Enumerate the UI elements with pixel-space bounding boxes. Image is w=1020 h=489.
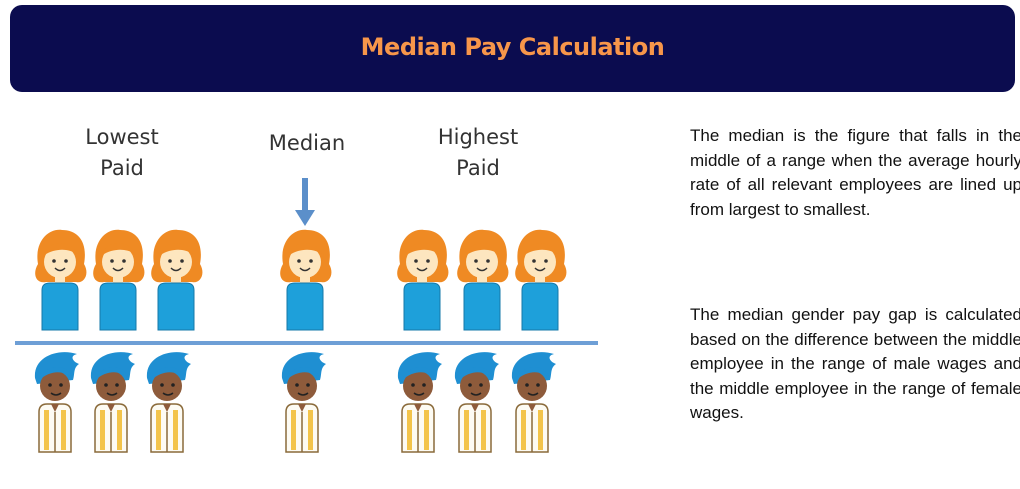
paragraph: The median is the figure that falls in t…: [690, 126, 1020, 219]
paragraph: The median gender pay gap is calculated …: [690, 305, 1020, 422]
woman-figure: [150, 229, 204, 331]
woman-figure: [456, 229, 510, 331]
woman-figure: [34, 229, 88, 331]
label-line: Paid: [456, 156, 500, 180]
label-line: Median: [268, 131, 346, 155]
man-figure: [281, 351, 327, 453]
header-title: Median Pay Calculation: [360, 33, 665, 61]
man-figure: [397, 351, 443, 453]
woman-figure: [92, 229, 146, 331]
man-figure: [511, 351, 557, 453]
woman-figure: [514, 229, 568, 331]
man-figure: [90, 351, 136, 453]
man-figure: [454, 351, 500, 453]
group-label: Highest Paid: [398, 122, 558, 184]
man-figure: [146, 351, 192, 453]
label-line: Paid: [100, 156, 144, 180]
group-label: Median: [227, 128, 387, 159]
median-arrow-head: [295, 210, 315, 226]
label-line: Highest: [437, 125, 519, 149]
woman-figure: [279, 229, 333, 331]
woman-figure: [396, 229, 450, 331]
header-banner: Median Pay Calculation: [10, 5, 1015, 92]
group-label: Lowest Paid: [42, 122, 202, 184]
label-line: Lowest: [85, 125, 159, 149]
man-figure: [34, 351, 80, 453]
figures: [15, 178, 598, 453]
